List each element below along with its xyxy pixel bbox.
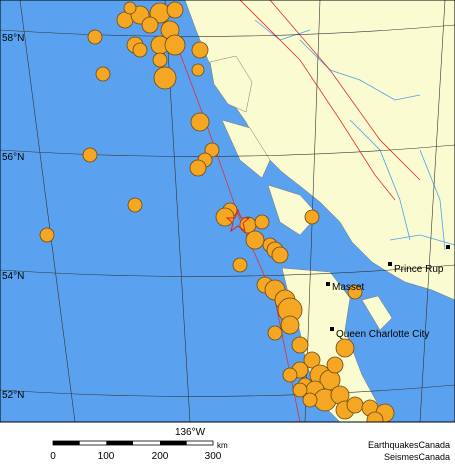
earthquake xyxy=(346,396,364,414)
city-marker xyxy=(388,262,392,266)
scale-unit: km xyxy=(217,441,228,450)
latitude-label: 52°N xyxy=(2,390,24,401)
earthquake xyxy=(190,112,210,132)
earthquake xyxy=(153,66,177,90)
earthquake xyxy=(123,1,137,15)
island xyxy=(221,119,271,179)
earthquake xyxy=(191,63,205,77)
earthquake xyxy=(291,336,309,354)
city-marker xyxy=(326,282,330,286)
earthquake xyxy=(232,257,248,273)
epicenter-star xyxy=(225,208,251,233)
earthquake xyxy=(267,325,283,341)
earthquake xyxy=(127,197,143,213)
earthquake xyxy=(141,16,159,34)
city-marker xyxy=(446,245,450,249)
earthquake xyxy=(189,159,207,177)
earthquake xyxy=(254,214,270,230)
place-label: Queen Charlotte City xyxy=(336,329,429,340)
place-label: Prince Rup xyxy=(394,264,444,275)
river xyxy=(254,19,455,251)
earthquake xyxy=(282,367,298,383)
earthquake xyxy=(166,1,184,19)
earthquake xyxy=(245,230,265,250)
place-label: Masset xyxy=(332,282,364,293)
scale-segment xyxy=(53,441,80,445)
island xyxy=(281,267,381,422)
earthquake xyxy=(302,392,318,408)
latitude-label: 58°N xyxy=(2,33,24,44)
scale-segment xyxy=(160,441,187,445)
earthquake xyxy=(335,338,355,358)
map-frame xyxy=(0,0,455,423)
scale-label: 300 xyxy=(205,451,222,462)
scale-label: 100 xyxy=(98,451,115,462)
earthquake xyxy=(95,66,111,82)
fault-line xyxy=(174,39,301,422)
earthquake xyxy=(366,411,384,422)
earthquake xyxy=(303,351,321,369)
credit: EarthquakesCanada xyxy=(368,440,450,450)
credit: SeismesCanada xyxy=(384,452,450,462)
earthquake xyxy=(152,52,168,68)
border-line xyxy=(239,0,421,201)
earthquake xyxy=(39,227,55,243)
earthquake xyxy=(82,147,98,163)
island xyxy=(209,55,253,113)
scale-label: 0 xyxy=(50,451,56,462)
latitude-label: 54°N xyxy=(2,271,24,282)
island xyxy=(267,184,319,236)
earthquake xyxy=(116,11,134,29)
map: Prince Rup Masset Queen Charlotte City 5… xyxy=(0,0,455,422)
scale-label: 200 xyxy=(152,451,169,462)
latitude-label: 56°N xyxy=(2,152,24,163)
island xyxy=(361,295,393,331)
earthquake xyxy=(292,382,308,398)
earthquake xyxy=(191,41,209,59)
earthquake xyxy=(87,29,103,45)
earthquake xyxy=(164,34,186,56)
earthquake xyxy=(132,42,148,58)
earthquake xyxy=(280,315,300,335)
earthquake xyxy=(304,209,320,225)
longitude-label: 136°W xyxy=(175,427,206,438)
earthquake xyxy=(271,246,289,264)
earthquake xyxy=(326,356,344,374)
scale-segment xyxy=(106,441,133,445)
city-marker xyxy=(330,327,334,331)
earthquakes xyxy=(39,1,395,422)
earthquake xyxy=(347,284,363,300)
earthquake xyxy=(215,207,235,227)
